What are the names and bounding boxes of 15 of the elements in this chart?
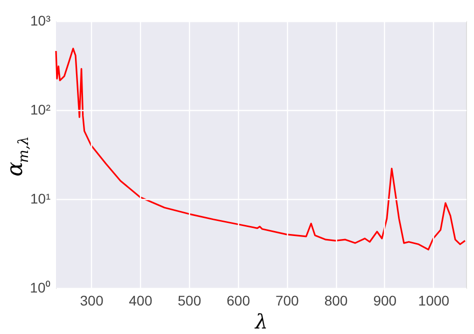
y-tick-label: 10⁰ xyxy=(30,280,50,296)
y-tick-label: 10² xyxy=(30,102,51,118)
x-tick-label: 1000 xyxy=(418,292,450,308)
x-tick-label: 400 xyxy=(128,292,152,308)
x-tick-label: 500 xyxy=(178,292,202,308)
y-tick-label: 10³ xyxy=(30,12,51,28)
line-series xyxy=(55,48,466,250)
x-tick-label: 300 xyxy=(80,292,104,308)
x-tick-label: 800 xyxy=(324,292,348,308)
y-axis-title: αm,λ xyxy=(3,136,32,176)
x-tick-label: 900 xyxy=(373,292,397,308)
x-tick-label: 700 xyxy=(275,292,300,308)
x-tick-label: 600 xyxy=(226,292,250,308)
y-tick-label: 10¹ xyxy=(30,190,51,206)
x-axis-title: λ xyxy=(254,310,268,334)
